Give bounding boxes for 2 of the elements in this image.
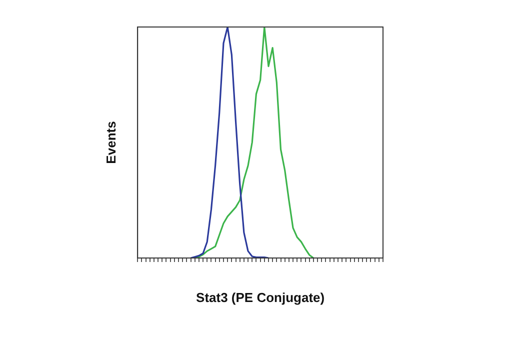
x-axis-title: Stat3 (PE Conjugate) (196, 290, 325, 305)
y-axis-title: Events (103, 121, 118, 164)
